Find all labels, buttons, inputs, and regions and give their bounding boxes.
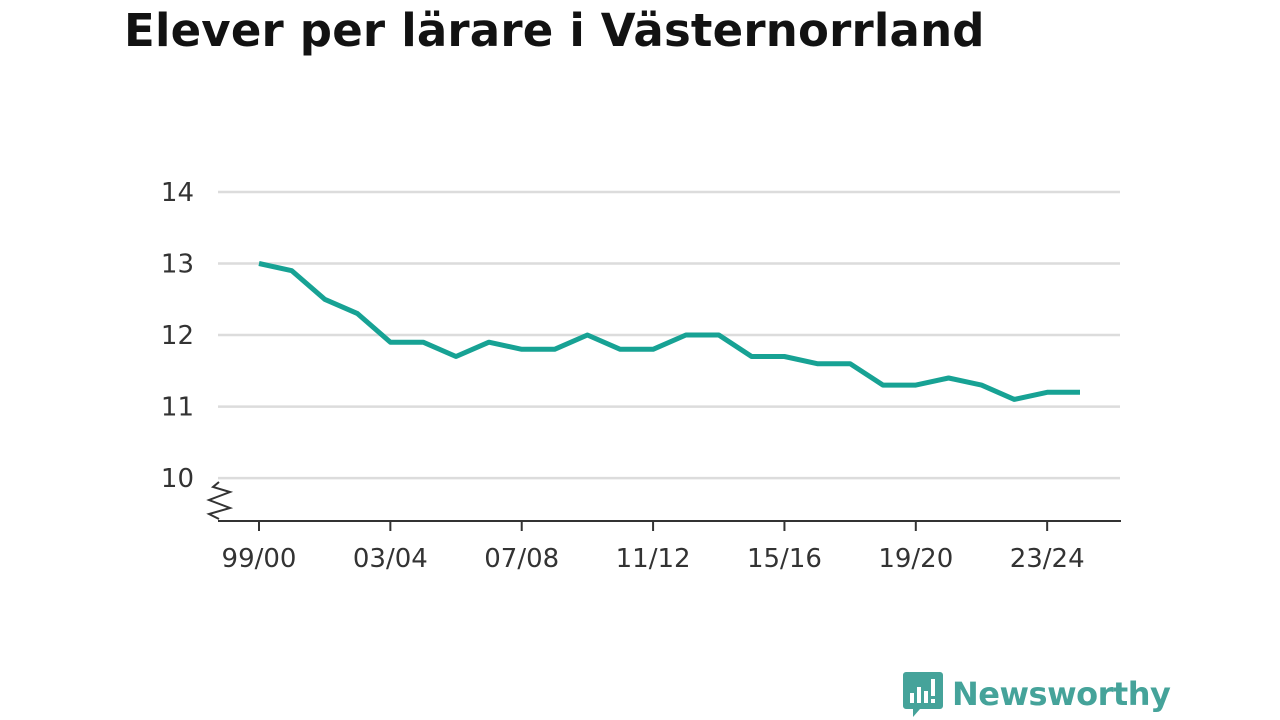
x-tick-label: 23/24 bbox=[1010, 544, 1085, 574]
x-tick-label: 99/00 bbox=[222, 544, 297, 574]
gridlines bbox=[218, 190, 1120, 480]
y-tick-labels: 10 11 12 13 14 bbox=[161, 178, 194, 494]
y-tick-label: 13 bbox=[161, 250, 194, 280]
axis-break-zigzag bbox=[206, 481, 234, 520]
y-tick-label: 10 bbox=[161, 464, 194, 494]
x-axis bbox=[218, 520, 1121, 531]
y-tick-label: 11 bbox=[161, 393, 194, 423]
newsworthy-logo: Newsworthy bbox=[902, 670, 1171, 718]
x-tick-label: 19/20 bbox=[878, 544, 953, 574]
axis-break-icon bbox=[206, 481, 234, 520]
x-tick-label: 11/12 bbox=[616, 544, 691, 574]
x-tick-label: 07/08 bbox=[484, 544, 559, 574]
series bbox=[258, 261, 1080, 402]
y-tick-label: 12 bbox=[161, 321, 194, 351]
newsworthy-logo-text: Newsworthy bbox=[952, 675, 1171, 713]
series-line bbox=[258, 261, 1080, 402]
newsworthy-logo-icon bbox=[903, 672, 943, 717]
x-tick-label: 03/04 bbox=[353, 544, 428, 574]
chart-title: Elever per lärare i Västernorrland bbox=[124, 4, 985, 57]
x-tick-label: 15/16 bbox=[747, 544, 822, 574]
x-tick-labels: 99/00 03/04 07/08 11/12 15/16 19/20 23/24 bbox=[222, 544, 1085, 574]
y-tick-label: 14 bbox=[161, 178, 194, 208]
